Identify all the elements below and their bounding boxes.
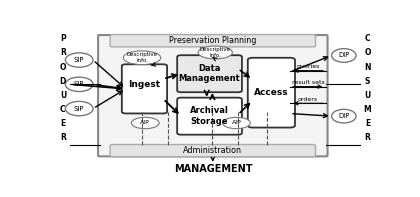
FancyBboxPatch shape	[248, 58, 295, 127]
Text: Administration: Administration	[183, 146, 242, 155]
Ellipse shape	[198, 46, 232, 59]
Text: O: O	[60, 62, 66, 72]
Text: DIP: DIP	[338, 113, 349, 119]
Text: E: E	[365, 119, 370, 128]
Text: Descriptive
info.: Descriptive info.	[126, 52, 158, 63]
Text: C: C	[365, 34, 370, 43]
FancyBboxPatch shape	[98, 35, 328, 156]
Text: Preservation Planning: Preservation Planning	[169, 36, 257, 45]
Text: Descriptive
info.: Descriptive info.	[200, 47, 231, 58]
Text: Ingest: Ingest	[129, 80, 160, 89]
Text: Access: Access	[254, 88, 289, 97]
Text: N: N	[364, 62, 371, 72]
Text: orders: orders	[298, 97, 318, 102]
Text: SIP: SIP	[74, 57, 84, 63]
Text: R: R	[365, 133, 370, 142]
Ellipse shape	[131, 117, 159, 129]
Text: MANAGEMENT: MANAGEMENT	[174, 164, 253, 174]
Ellipse shape	[66, 77, 93, 92]
Text: R: R	[60, 133, 66, 142]
FancyBboxPatch shape	[122, 64, 167, 113]
Ellipse shape	[332, 109, 356, 123]
FancyBboxPatch shape	[177, 55, 242, 92]
Text: Archival
Storage: Archival Storage	[190, 106, 229, 126]
Text: U: U	[365, 91, 371, 100]
Ellipse shape	[223, 117, 250, 129]
Text: R: R	[60, 48, 66, 57]
Ellipse shape	[66, 101, 93, 116]
Text: E: E	[60, 119, 66, 128]
Text: AIP: AIP	[140, 121, 150, 125]
FancyBboxPatch shape	[110, 145, 315, 157]
Text: M: M	[364, 105, 371, 114]
Text: P: P	[60, 34, 66, 43]
Ellipse shape	[66, 53, 93, 67]
Text: O: O	[364, 48, 371, 57]
Text: U: U	[60, 91, 66, 100]
Text: result sets: result sets	[291, 80, 324, 85]
Text: SIP: SIP	[74, 81, 84, 87]
Text: SIP: SIP	[74, 106, 84, 112]
FancyBboxPatch shape	[177, 98, 242, 135]
Text: D: D	[60, 77, 66, 86]
Text: queries: queries	[297, 64, 320, 69]
FancyBboxPatch shape	[110, 34, 315, 47]
Text: Data
Management: Data Management	[178, 64, 240, 83]
Ellipse shape	[332, 49, 356, 62]
Ellipse shape	[123, 51, 161, 65]
Text: S: S	[365, 77, 370, 86]
Text: DIP: DIP	[338, 52, 349, 59]
Text: C: C	[60, 105, 66, 114]
Text: AIP: AIP	[231, 121, 241, 125]
